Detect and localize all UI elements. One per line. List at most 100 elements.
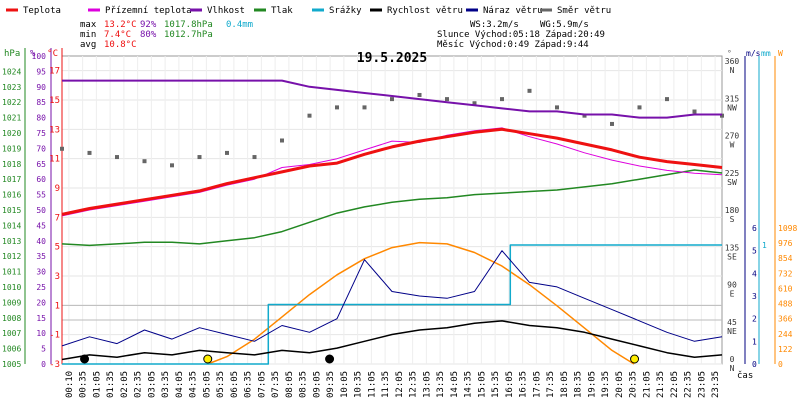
pressure-tick-label: 1023 bbox=[2, 83, 21, 92]
temperature-tick-label: 9 bbox=[55, 184, 60, 194]
humidity-tick-label: 80 bbox=[36, 114, 46, 123]
x-tick-label: 05:05 bbox=[202, 371, 212, 398]
pressure-tick-label: 1020 bbox=[2, 129, 21, 138]
direction-unit: ° bbox=[727, 49, 732, 58]
direction-tick-compass: N bbox=[730, 364, 735, 373]
humidity-tick-label: 90 bbox=[36, 83, 46, 92]
wind-direction-point bbox=[610, 121, 614, 126]
direction-tick-degrees: 0 bbox=[730, 355, 735, 364]
temperature-tick-label: 3 bbox=[55, 272, 60, 282]
wind-direction-point bbox=[307, 113, 312, 118]
stats-wind-speed: WS:3.2m/s bbox=[470, 20, 519, 30]
x-tick-label: 05:35 bbox=[216, 371, 226, 398]
temperature-tick-label: 13 bbox=[49, 125, 60, 135]
stats-temperature: 13.2°C bbox=[104, 20, 137, 30]
series-vlhkost bbox=[62, 79, 722, 119]
x-tick-label: 04:05 bbox=[175, 371, 185, 398]
humidity-tick-label: 55 bbox=[36, 191, 46, 200]
x-tick-label: 11:35 bbox=[381, 371, 391, 398]
direction-tick-degrees: 225 bbox=[725, 169, 740, 178]
x-tick-label: 00:10 bbox=[65, 371, 75, 398]
series-slunecni-zareni bbox=[207, 241, 635, 365]
wind-direction-point bbox=[472, 101, 477, 106]
x-tick-label: 01:35 bbox=[106, 371, 116, 398]
wind-direction-point bbox=[115, 155, 119, 160]
sunrise-marker bbox=[203, 354, 213, 364]
direction-tick-compass: W bbox=[730, 141, 735, 150]
x-tick-label: 04:35 bbox=[189, 371, 199, 398]
wind-direction-point bbox=[252, 155, 257, 160]
humidity-tick-label: 40 bbox=[36, 237, 46, 246]
pressure-tick-label: 1011 bbox=[2, 268, 21, 277]
wind-direction-point bbox=[197, 155, 202, 160]
temperature-tick-label: 7 bbox=[55, 213, 60, 223]
x-tick-label: 22:35 bbox=[684, 371, 694, 398]
chart-title: 19.5.2025 bbox=[357, 51, 427, 66]
wind-direction-point bbox=[665, 97, 669, 102]
x-tick-label: 06:05 bbox=[230, 371, 240, 398]
x-tick-label: 01:05 bbox=[92, 371, 102, 398]
stats-humidity: 80% bbox=[140, 30, 157, 40]
stats-pressure: 1017.8hPa bbox=[164, 20, 213, 30]
temperature-tick-label: 15 bbox=[49, 96, 60, 106]
moon-times: Měsíc Východ:0:49 Západ:9:44 bbox=[437, 40, 589, 50]
x-tick-label: 09:05 bbox=[312, 371, 322, 398]
x-tick-label: 10:05 bbox=[340, 371, 350, 398]
wind-direction-point bbox=[582, 113, 587, 118]
wind-direction-point bbox=[87, 150, 92, 155]
temperature-tick-label: 5 bbox=[55, 243, 60, 253]
x-tick-label: 23:35 bbox=[711, 371, 721, 398]
x-tick-label: 03:35 bbox=[161, 371, 171, 398]
series-naraz-vetru bbox=[61, 250, 723, 347]
humidity-tick-label: 60 bbox=[36, 175, 46, 184]
wind-tick-label: 4 bbox=[752, 269, 757, 278]
stats-pressure: 1012.7hPa bbox=[164, 30, 213, 40]
legend-label: Srážky bbox=[329, 6, 362, 16]
direction-tick-compass: E bbox=[730, 290, 735, 299]
x-tick-label: 12:05 bbox=[395, 371, 405, 398]
x-tick-label: 10:35 bbox=[354, 371, 364, 398]
wind-direction-point bbox=[417, 92, 422, 97]
series-srazky bbox=[62, 244, 722, 365]
radiation-tick-label: 1098 bbox=[778, 224, 797, 233]
radiation-tick-label: 976 bbox=[778, 239, 793, 248]
wind-direction-point bbox=[500, 97, 504, 102]
legend-label: Náraz větru bbox=[483, 6, 543, 16]
x-tick-label: 20:35 bbox=[629, 371, 639, 398]
pressure-tick-label: 1009 bbox=[2, 298, 21, 307]
temperature-tick-label: -1 bbox=[49, 331, 60, 341]
humidity-tick-label: 5 bbox=[41, 345, 46, 354]
wind-tick-label: 5 bbox=[752, 247, 757, 256]
direction-tick-degrees: 360 bbox=[725, 57, 740, 66]
x-tick-label: 16:05 bbox=[505, 371, 515, 398]
x-tick-label: 06:35 bbox=[244, 371, 254, 398]
pressure-tick-label: 1008 bbox=[2, 314, 21, 323]
series-rychlost-vetru bbox=[61, 320, 723, 361]
sun-times: Slunce Východ:05:18 Západ:20:49 bbox=[437, 30, 605, 40]
wind-direction-point bbox=[170, 163, 174, 168]
moonset-marker bbox=[325, 354, 335, 364]
wind-tick-label: 2 bbox=[752, 315, 757, 324]
x-tick-label: 03:05 bbox=[147, 371, 157, 398]
direction-tick-compass: SW bbox=[727, 178, 737, 187]
x-tick-label: 08:35 bbox=[299, 371, 309, 398]
radiation-tick-label: 0 bbox=[778, 360, 783, 369]
wind-direction-point bbox=[692, 109, 697, 114]
wind-direction-point bbox=[335, 105, 339, 110]
humidity-tick-label: 95 bbox=[36, 67, 46, 76]
humidity-tick-label: 15 bbox=[36, 314, 46, 323]
rain-tick-label: 1 bbox=[762, 241, 767, 250]
humidity-tick-label: 35 bbox=[36, 252, 46, 261]
humidity-tick-label: 50 bbox=[36, 206, 46, 215]
radiation-tick-label: 244 bbox=[778, 330, 793, 339]
humidity-tick-label: 45 bbox=[36, 221, 46, 230]
pressure-tick-label: 1024 bbox=[2, 67, 21, 76]
x-tick-label: 14:05 bbox=[450, 371, 460, 398]
humidity-tick-label: 75 bbox=[36, 129, 46, 138]
pressure-tick-label: 1021 bbox=[2, 114, 21, 123]
wind-unit: m/s bbox=[746, 49, 761, 58]
wind-direction-point bbox=[390, 97, 394, 102]
temperature-tick-label: 1 bbox=[55, 301, 60, 311]
wind-direction-point bbox=[280, 138, 284, 143]
